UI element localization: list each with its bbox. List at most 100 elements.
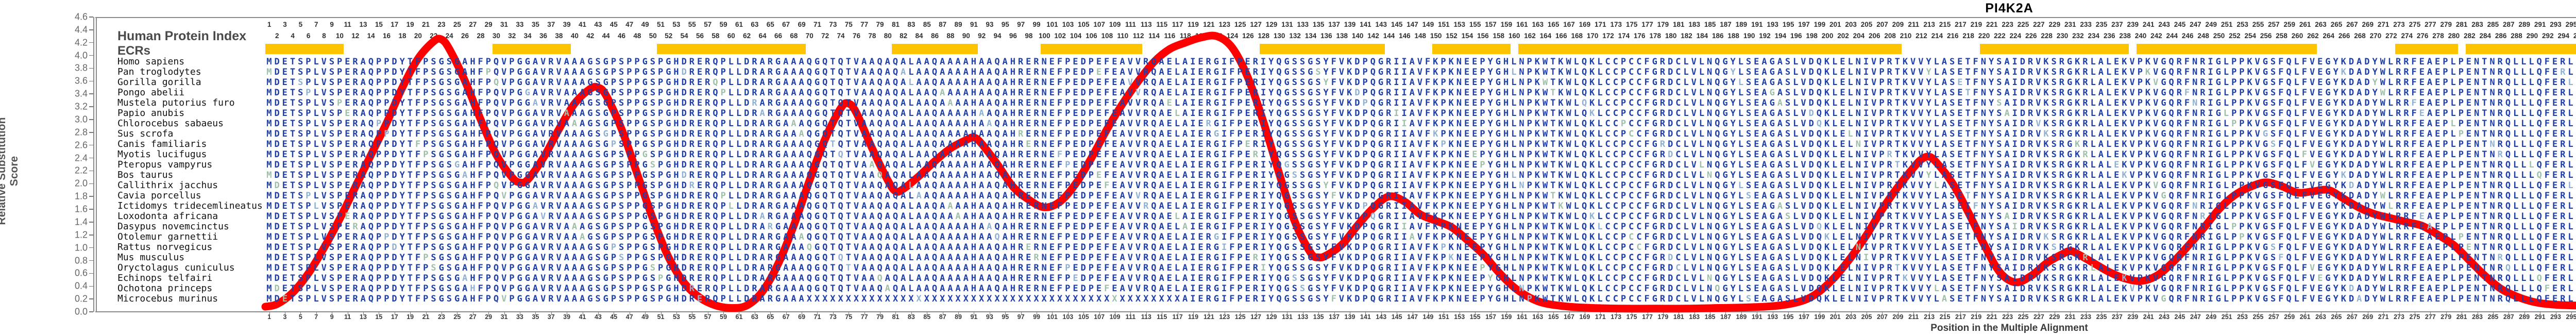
top-position-number: 152 <box>1446 32 1458 40</box>
bottom-position-number: 269 <box>2362 313 2374 321</box>
top-position-number: 101 <box>1046 21 1058 28</box>
top-position-number: 66 <box>774 32 782 40</box>
y-tick-mark <box>89 119 93 120</box>
bottom-position-number: 11 <box>344 313 351 321</box>
y-tick-mark <box>89 234 93 236</box>
x-tick-mark <box>1835 312 1836 315</box>
top-position-number: 19 <box>406 21 414 28</box>
bottom-position-number: 281 <box>2456 313 2467 321</box>
top-position-number: 238 <box>2119 32 2131 40</box>
top-position-number: 199 <box>1814 21 1826 28</box>
bottom-position-number: 181 <box>1673 313 1684 321</box>
top-position-number: 250 <box>2213 32 2225 40</box>
top-position-number: 269 <box>2362 21 2374 28</box>
top-position-number: 217 <box>1955 21 1967 28</box>
top-position-number: 126 <box>1242 32 1254 40</box>
alignment-row: MDETSPLVSPERAQPPDYTFPSGSGAHFPQVPGGAVRVAA… <box>266 170 2576 180</box>
x-axis-title: Position in the Multiple Alignment <box>1930 323 2088 333</box>
y-tick-label: 2.0 <box>74 178 88 189</box>
top-position-number: 178 <box>1649 32 1661 40</box>
x-tick-mark <box>1741 312 1742 315</box>
y-tick-label: 2.6 <box>74 140 88 150</box>
top-position-number: 70 <box>805 32 814 40</box>
y-tick-mark <box>89 286 93 287</box>
top-position-number: 55 <box>688 21 696 28</box>
bottom-position-number: 69 <box>798 313 806 321</box>
top-position-number: 78 <box>868 32 876 40</box>
bottom-position-number: 251 <box>2221 313 2232 321</box>
bottom-position-number: 287 <box>2503 313 2514 321</box>
top-position-number: 156 <box>1477 32 1489 40</box>
bottom-position-number: 163 <box>1532 313 1544 321</box>
top-position-number: 95 <box>1001 21 1009 28</box>
bottom-position-number: 271 <box>2378 313 2389 321</box>
x-tick-mark <box>1067 312 1069 315</box>
top-position-number: 187 <box>1720 21 1732 28</box>
bottom-position-number: 109 <box>1109 313 1121 321</box>
y-tick-mark <box>89 273 93 274</box>
x-tick-mark <box>300 312 301 315</box>
top-position-number: 46 <box>618 32 626 40</box>
top-position-number: 27 <box>469 21 477 28</box>
top-position-number: 184 <box>1696 32 1708 40</box>
ecr-region-bar <box>1980 44 2129 54</box>
species-name: Pongo abelii <box>117 87 185 98</box>
alignment-row: MDETSPLVSPERAQPPDYTFPSGSGAHFPQVPGGAVRVAA… <box>266 57 2576 67</box>
alignment-row: MDETSPLVSPERAQPPDYTFPSGSGAHFPQVPGGAVRVAA… <box>266 160 2576 170</box>
top-position-number: 146 <box>1399 32 1411 40</box>
bottom-position-number: 185 <box>1704 313 1716 321</box>
top-position-number: 47 <box>625 21 634 28</box>
x-tick-mark <box>1616 312 1617 315</box>
bottom-position-number: 97 <box>1017 313 1025 321</box>
y-tick-label: 4.4 <box>74 24 88 35</box>
top-position-number: 80 <box>884 32 892 40</box>
alignment-row: MDETSPLVSPERAQPPDYTFPSGSGAHFPQVPGGAVRVAA… <box>266 294 2576 304</box>
bottom-position-number: 245 <box>2174 313 2185 321</box>
x-tick-mark <box>1976 312 1977 315</box>
top-position-number: 48 <box>633 32 641 40</box>
bottom-position-number: 161 <box>1516 313 1528 321</box>
x-tick-mark <box>1882 312 1883 315</box>
top-position-number: 150 <box>1430 32 1442 40</box>
top-position-number: 234 <box>2088 32 2100 40</box>
bottom-position-number: 203 <box>1845 313 1857 321</box>
top-position-number: 58 <box>711 32 720 40</box>
top-position-number: 186 <box>1712 32 1724 40</box>
bottom-position-number: 13 <box>360 313 367 321</box>
top-position-number: 174 <box>1618 32 1630 40</box>
bottom-position-number: 7 <box>314 313 318 321</box>
y-tick-mark <box>89 42 93 43</box>
top-position-number: 17 <box>391 21 399 28</box>
top-position-number: 107 <box>1093 21 1105 28</box>
alignment-row: MDETSPLVSPERAQPPDYTFPSGSGAHFPQVPGGAVRVAA… <box>266 98 2576 108</box>
y-tick-label: 4.6 <box>74 11 88 22</box>
top-position-number: 113 <box>1140 21 1152 28</box>
bottom-position-number: 153 <box>1454 313 1465 321</box>
top-position-number: 198 <box>1806 32 1818 40</box>
species-name: Pan troglodytes <box>117 66 201 77</box>
x-tick-mark <box>1475 312 1476 315</box>
top-position-number: 262 <box>2307 32 2319 40</box>
x-tick-mark <box>504 312 505 315</box>
bottom-position-number: 71 <box>814 313 821 321</box>
top-position-number: 130 <box>1273 32 1285 40</box>
x-tick-mark <box>1960 312 1961 315</box>
bottom-position-number: 3 <box>283 313 287 321</box>
alignment-row: MDETSPLVSPERAQPPDYTFPSGSGAHFPQVPGGAVRVAA… <box>266 263 2576 273</box>
top-position-number: 84 <box>915 32 923 40</box>
bottom-position-number: 51 <box>657 313 665 321</box>
x-tick-mark <box>645 312 646 315</box>
y-tick-label: 0.6 <box>74 267 88 278</box>
top-position-number: 96 <box>1009 32 1017 40</box>
top-position-number: 230 <box>2056 32 2069 40</box>
x-tick-mark <box>786 312 787 315</box>
y-tick-mark <box>89 247 93 248</box>
top-position-number: 248 <box>2197 32 2209 40</box>
x-tick-mark <box>1146 312 1147 315</box>
bottom-position-number: 115 <box>1157 313 1167 321</box>
ecr-region-bar <box>2465 44 2576 54</box>
bottom-position-number: 229 <box>2049 313 2060 321</box>
top-position-number: 45 <box>609 21 618 28</box>
top-position-number: 7 <box>314 21 318 28</box>
bottom-position-number: 141 <box>1360 313 1371 321</box>
